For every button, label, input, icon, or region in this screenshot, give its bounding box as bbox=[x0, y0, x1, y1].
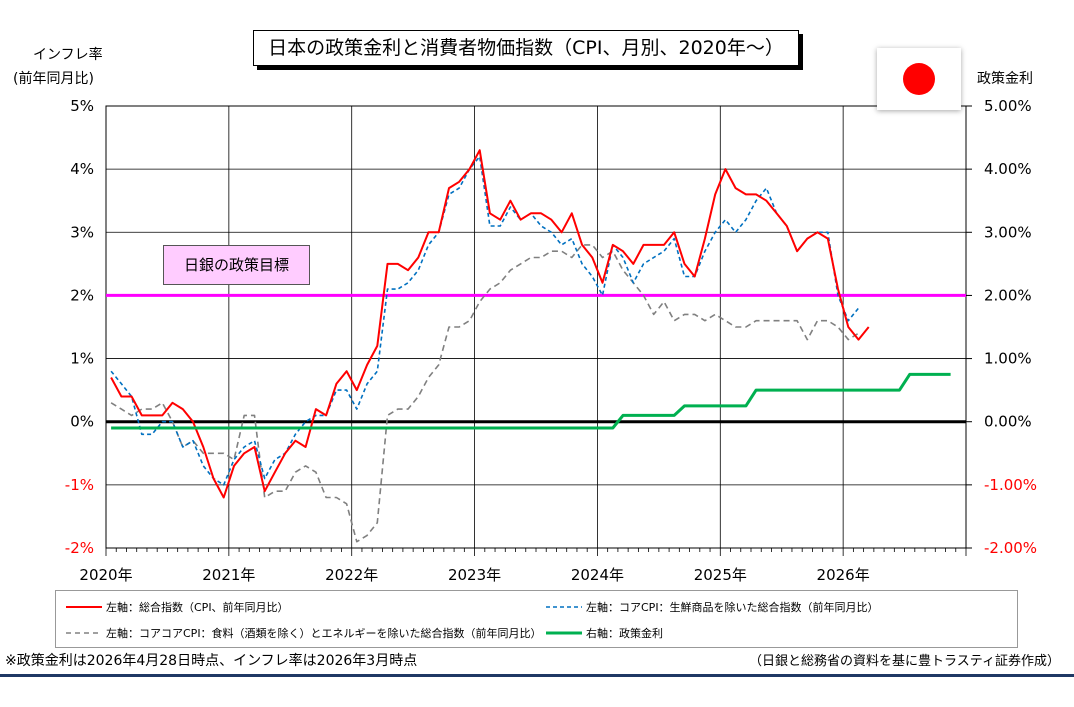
left-tick-label: 3% bbox=[70, 223, 94, 241]
x-tick-label: 2021年 bbox=[202, 566, 255, 584]
source-note: （日銀と総務省の資料を基に豊トラスティ証券作成） bbox=[749, 654, 1060, 669]
series-line-policy-rate bbox=[111, 372, 951, 430]
legend-label-core-cpi: 左軸：コアCPI：生鮮商品を除いた総合指数（前年同月比） bbox=[586, 601, 879, 614]
series-line-cpi bbox=[110, 149, 870, 499]
bottom-rule bbox=[0, 674, 1074, 677]
legend-item-policy-rate: 右軸：政策金利 bbox=[546, 625, 663, 641]
legend-swatch-policy-rate bbox=[546, 631, 582, 635]
series-line-core-cpi bbox=[110, 155, 860, 486]
right-tick-label: 5.00% bbox=[984, 97, 1032, 115]
right-tick-label: 0.00% bbox=[984, 413, 1032, 431]
x-tick-label: 2022年 bbox=[325, 566, 378, 584]
policy-target-annotation: 日銀の政策目標 bbox=[163, 245, 310, 285]
plot-area bbox=[105, 105, 967, 549]
right-tick-label: 3.00% bbox=[984, 223, 1032, 241]
series-line-corecore-cpi bbox=[110, 244, 859, 543]
left-tick-label: -1% bbox=[65, 476, 94, 494]
left-axis-title-line2: (前年同月比) bbox=[13, 71, 94, 87]
left-tick-label: 5% bbox=[70, 97, 94, 115]
legend-swatch-core-cpi bbox=[546, 606, 582, 608]
legend-swatch-cpi bbox=[66, 606, 102, 608]
x-tick-label: 2025年 bbox=[694, 566, 747, 584]
legend-item-cpi: 左軸：総合指数（CPI、前年同月比） bbox=[66, 599, 289, 615]
flag-red-circle bbox=[903, 63, 935, 95]
left-tick-label: 2% bbox=[70, 286, 94, 304]
right-tick-label: 1.00% bbox=[984, 350, 1032, 368]
legend-label-corecore-cpi: 左軸：コアコアCPI：食料（酒類を除く）とエネルギーを除いた総合指数（前年同月比… bbox=[106, 627, 542, 640]
left-tick-label: 4% bbox=[70, 160, 94, 178]
japan-flag-icon bbox=[877, 48, 961, 110]
legend-item-corecore-cpi: 左軸：コアコアCPI：食料（酒類を除く）とエネルギーを除いた総合指数（前年同月比… bbox=[66, 625, 542, 641]
legend-item-core-cpi: 左軸：コアCPI：生鮮商品を除いた総合指数（前年同月比） bbox=[546, 599, 879, 615]
legend-swatch-corecore-cpi bbox=[66, 632, 102, 634]
x-tick-label: 2020年 bbox=[79, 566, 132, 584]
legend: 左軸：総合指数（CPI、前年同月比） 左軸：コアCPI：生鮮商品を除いた総合指数… bbox=[55, 590, 1018, 648]
x-tick-label: 2024年 bbox=[571, 566, 624, 584]
right-axis-title: 政策金利 bbox=[977, 71, 1033, 87]
legend-label-cpi: 左軸：総合指数（CPI、前年同月比） bbox=[106, 601, 289, 614]
left-tick-label: 0% bbox=[70, 413, 94, 431]
left-axis-title-line1: インフレ率 bbox=[33, 47, 103, 63]
right-tick-label: -1.00% bbox=[984, 476, 1037, 494]
right-tick-label: -2.00% bbox=[984, 539, 1037, 557]
legend-label-policy-rate: 右軸：政策金利 bbox=[586, 627, 663, 640]
footnote: ※政策金利は2026年4月28日時点、インフレ率は2026年3月時点 bbox=[5, 653, 418, 669]
left-tick-label: -2% bbox=[65, 539, 94, 557]
chart-title: 日本の政策金利と消費者物価指数（CPI、月別、2020年～） bbox=[253, 30, 799, 66]
right-tick-label: 4.00% bbox=[984, 160, 1032, 178]
x-tick-label: 2023年 bbox=[448, 566, 501, 584]
right-tick-label: 2.00% bbox=[984, 286, 1032, 304]
x-tick-label: 2026年 bbox=[817, 566, 870, 584]
left-tick-label: 1% bbox=[70, 350, 94, 368]
